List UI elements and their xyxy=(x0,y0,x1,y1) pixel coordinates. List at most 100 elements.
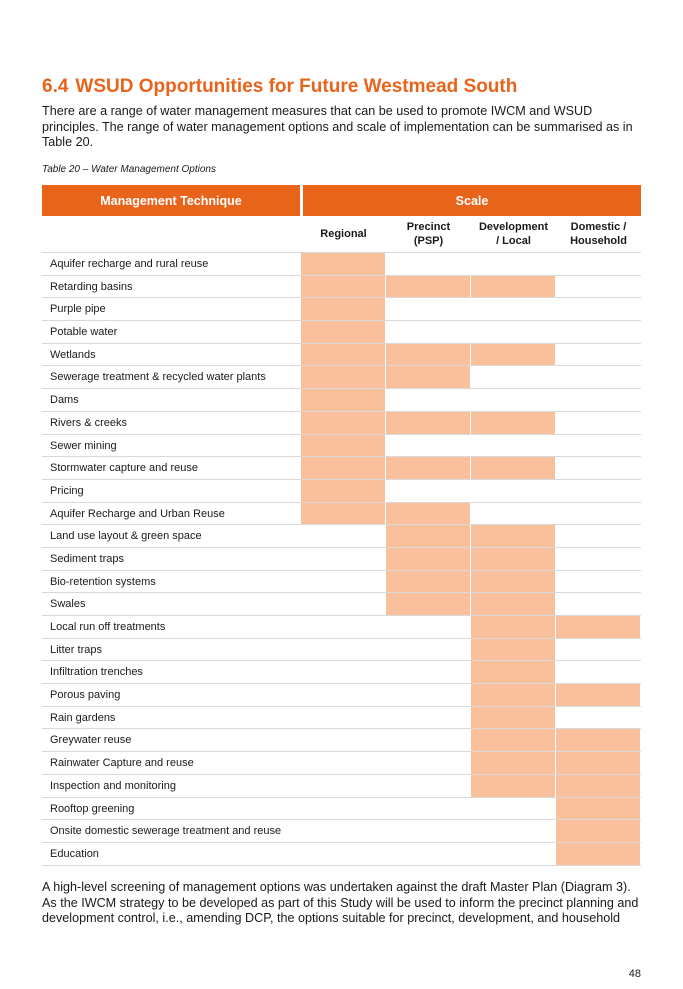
section-heading: 6.4 WSUD Opportunities for Future Westmea… xyxy=(42,76,517,98)
cell-regional xyxy=(301,389,385,411)
table-row: Land use layout & green space xyxy=(42,525,641,548)
table-row: Greywater reuse xyxy=(42,729,641,753)
cell-domestic xyxy=(556,480,640,502)
table-row: Stormwater capture and reuse xyxy=(42,457,641,480)
cell-development xyxy=(471,321,555,343)
row-label: Dams xyxy=(50,394,79,407)
table-row: Aquifer recharge and rural reuse xyxy=(42,253,641,276)
cell-regional xyxy=(301,752,385,774)
cell-development xyxy=(471,343,555,366)
scale-development: Development / Local xyxy=(478,221,549,247)
closing-paragraph: A high-level screening of management opt… xyxy=(42,880,639,925)
cell-domestic xyxy=(556,820,640,842)
row-label: Rivers & creeks xyxy=(50,416,128,429)
cell-precinct xyxy=(386,843,470,865)
row-label: Porous paving xyxy=(50,689,121,702)
cell-regional xyxy=(301,411,385,434)
table-row: Rooftop greening xyxy=(42,797,641,821)
table-body: Aquifer recharge and rural reuse Retardin… xyxy=(42,253,641,866)
cell-development xyxy=(471,661,555,684)
cell-domestic xyxy=(556,797,640,820)
cell-development xyxy=(471,729,555,752)
table-row: Sewerage treatment & recycled water plan… xyxy=(42,366,641,390)
table-row: Infiltration trenches xyxy=(42,661,641,685)
cell-regional xyxy=(301,298,385,321)
header-scale: Scale xyxy=(303,185,641,216)
cell-regional xyxy=(301,775,385,797)
row-label: Sewerage treatment & recycled water plan… xyxy=(50,371,266,384)
cell-regional xyxy=(301,843,385,865)
cell-development xyxy=(471,503,555,525)
cell-regional xyxy=(301,548,385,570)
cell-regional xyxy=(301,366,385,389)
cell-domestic xyxy=(556,661,640,683)
cell-regional xyxy=(301,343,385,366)
row-label: Bio-retention systems xyxy=(50,575,156,588)
row-label: Greywater reuse xyxy=(50,734,132,747)
cell-development xyxy=(471,638,555,661)
cell-development xyxy=(471,820,555,842)
cell-precinct xyxy=(386,775,470,797)
cell-precinct xyxy=(386,366,470,389)
cell-regional xyxy=(301,639,385,661)
table-row: Inspection and monitoring xyxy=(42,774,641,798)
intro-paragraph: There are a range of water management me… xyxy=(42,104,633,149)
cell-regional xyxy=(301,571,385,593)
cell-regional xyxy=(301,707,385,729)
cell-precinct xyxy=(386,798,470,820)
table-row: Local run off treatments xyxy=(42,616,641,639)
cell-development xyxy=(471,435,555,457)
row-label: Litter traps xyxy=(50,643,102,656)
page-number: 48 xyxy=(628,968,641,980)
cell-domestic xyxy=(556,571,640,593)
cell-domestic xyxy=(556,684,640,706)
row-label: Sewer mining xyxy=(50,439,117,452)
table-row: Education xyxy=(42,842,641,866)
cell-regional xyxy=(301,321,385,343)
cell-regional xyxy=(301,661,385,683)
cell-development xyxy=(471,525,555,547)
row-label: Wetlands xyxy=(50,348,96,361)
cell-precinct xyxy=(386,411,470,434)
cell-precinct xyxy=(386,435,470,457)
table-row: Porous paving xyxy=(42,684,641,707)
cell-regional xyxy=(301,593,385,615)
cell-domestic xyxy=(556,503,640,525)
cell-regional xyxy=(301,457,385,479)
cell-development xyxy=(471,706,555,729)
row-label: Land use layout & green space xyxy=(50,530,202,543)
row-label: Local run off treatments xyxy=(50,621,166,633)
cell-regional xyxy=(301,479,385,502)
cell-precinct xyxy=(386,820,470,842)
cell-precinct xyxy=(386,389,470,411)
row-label: Aquifer Recharge and Urban Reuse xyxy=(50,507,225,520)
table-row: Rivers & creeks xyxy=(42,411,641,435)
cell-development xyxy=(471,798,555,820)
cell-domestic xyxy=(556,616,640,638)
row-label: Education xyxy=(50,847,99,860)
cell-development xyxy=(471,547,555,570)
cell-domestic xyxy=(556,412,640,434)
cell-development xyxy=(471,411,555,434)
row-label: Onsite domestic sewerage treatment and r… xyxy=(50,825,282,838)
table-caption: Table 20 – Water Management Options xyxy=(42,164,216,175)
cell-precinct xyxy=(386,547,470,570)
cell-regional xyxy=(301,525,385,547)
cell-domestic xyxy=(556,707,640,729)
cell-development xyxy=(471,684,555,706)
cell-regional xyxy=(301,253,385,275)
cell-domestic xyxy=(556,457,640,479)
cell-precinct xyxy=(386,593,470,615)
cell-development xyxy=(471,480,555,502)
water-management-table: Management Technique Scale Regional Prec… xyxy=(42,185,641,866)
cell-precinct xyxy=(386,321,470,343)
row-label: Sediment traps xyxy=(50,552,124,565)
cell-precinct xyxy=(386,639,470,661)
table-row: Wetlands xyxy=(42,343,641,367)
row-label: Retarding basins xyxy=(50,280,133,293)
cell-development xyxy=(471,275,555,298)
scale-precinct: Precinct (PSP) xyxy=(406,221,451,247)
cell-development xyxy=(471,253,555,275)
cell-domestic xyxy=(556,729,640,752)
cell-domestic xyxy=(556,276,640,298)
